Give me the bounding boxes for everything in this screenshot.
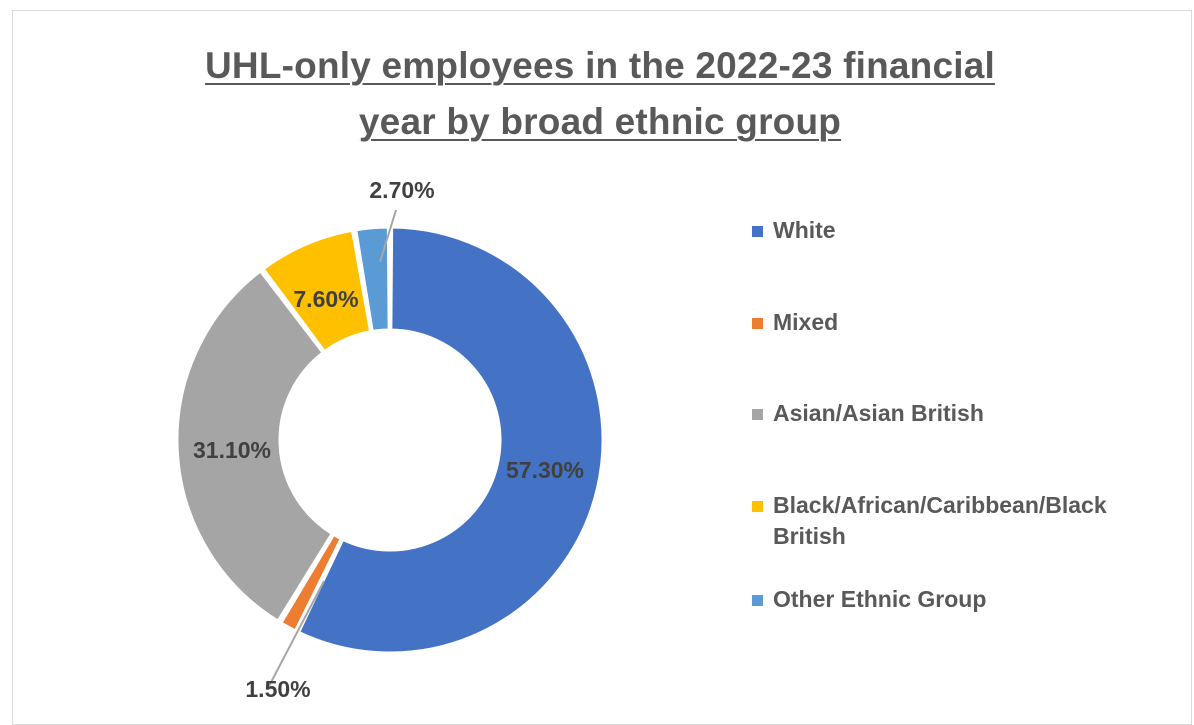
chart-title: UHL-only employees in the 2022-23 financ…	[0, 38, 1194, 150]
data-label-black-african-caribbean-black-british: 7.60%	[293, 286, 358, 312]
slice-other-ethnic-group	[354, 225, 391, 334]
legend-item-white: White	[752, 215, 1163, 246]
legend-label: Other Ethnic Group	[773, 584, 1163, 615]
legend-item-black-african-caribbean-black-british: Black/African/Caribbean/Black British	[752, 490, 1163, 552]
legend-label-line: Asian/Asian British	[773, 400, 984, 426]
data-label-other-ethnic-group: 2.70%	[369, 177, 434, 203]
legend-label-line: Black/African/Caribbean/Black	[773, 492, 1107, 518]
leader-line-other-ethnic-group	[379, 209, 397, 263]
slices-group	[175, 225, 605, 655]
chart-title-line-1: UHL-only employees in the 2022-23 financ…	[205, 45, 995, 86]
legend-item-other-ethnic-group: Other Ethnic Group	[752, 584, 1163, 615]
slice-mixed	[278, 532, 344, 633]
legend-label: Asian/Asian British	[773, 398, 1163, 429]
legend-label-line: British	[773, 523, 846, 549]
legend-swatch	[752, 595, 763, 606]
legend-item-asian-asian-british: Asian/Asian British	[752, 398, 1163, 429]
leader-lines-group	[267, 209, 397, 689]
slice-white	[296, 225, 605, 655]
legend-label: White	[773, 215, 1163, 246]
chart-title-line-2: year by broad ethnic group	[358, 101, 842, 142]
data-label-white: 57.30%	[506, 457, 584, 483]
slice-black-african-caribbean-black-british	[261, 228, 373, 354]
legend-item-mixed: Mixed	[752, 307, 1163, 338]
legend-label: Black/African/Caribbean/Black British	[773, 490, 1163, 552]
legend-swatch	[752, 226, 763, 237]
legend-swatch	[752, 409, 763, 420]
legend-swatch	[752, 501, 763, 512]
legend-swatch	[752, 318, 763, 329]
leader-line-mixed	[267, 580, 325, 689]
legend-label-line: White	[773, 217, 836, 243]
slice-asian-asian-british	[175, 268, 335, 624]
data-label-asian-asian-british: 31.10%	[193, 437, 271, 463]
legend-label-line: Other Ethnic Group	[773, 586, 987, 612]
legend-label-line: Mixed	[773, 309, 839, 335]
legend-label: Mixed	[773, 307, 1163, 338]
data-label-mixed: 1.50%	[245, 676, 310, 702]
data-labels-group: 57.30% 1.50% 31.10% 7.60% 2.70%	[193, 177, 584, 702]
